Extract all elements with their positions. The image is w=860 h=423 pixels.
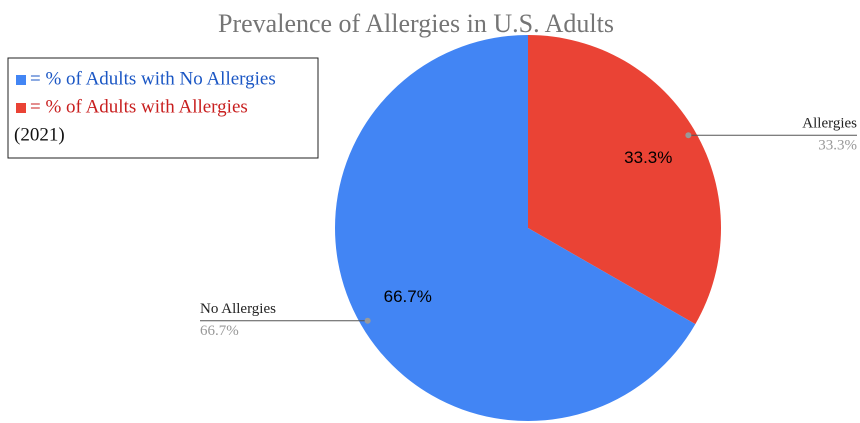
callout-dot [685, 132, 692, 139]
callout-name: No Allergies [200, 301, 276, 317]
slice-label: 33.3% [624, 148, 672, 167]
callout-name: Allergies [802, 116, 857, 132]
pie-slice [335, 35, 696, 421]
callout-value: 66.7% [200, 323, 239, 339]
legend-swatch [16, 75, 26, 85]
pie-slice [528, 35, 722, 325]
legend-note: (2021) [14, 124, 65, 145]
legend-entry: = % of Adults with Allergies [30, 96, 248, 117]
callout-value: 33.3% [818, 138, 857, 154]
legend-entry: = % of Adults with No Allergies [30, 68, 276, 89]
chart-title: Prevalence of Allergies in U.S. Adults [218, 9, 614, 38]
callout-dot [364, 317, 371, 324]
legend-box [7, 57, 319, 159]
legend-swatch [16, 103, 26, 113]
slice-label: 66.7% [384, 287, 432, 306]
